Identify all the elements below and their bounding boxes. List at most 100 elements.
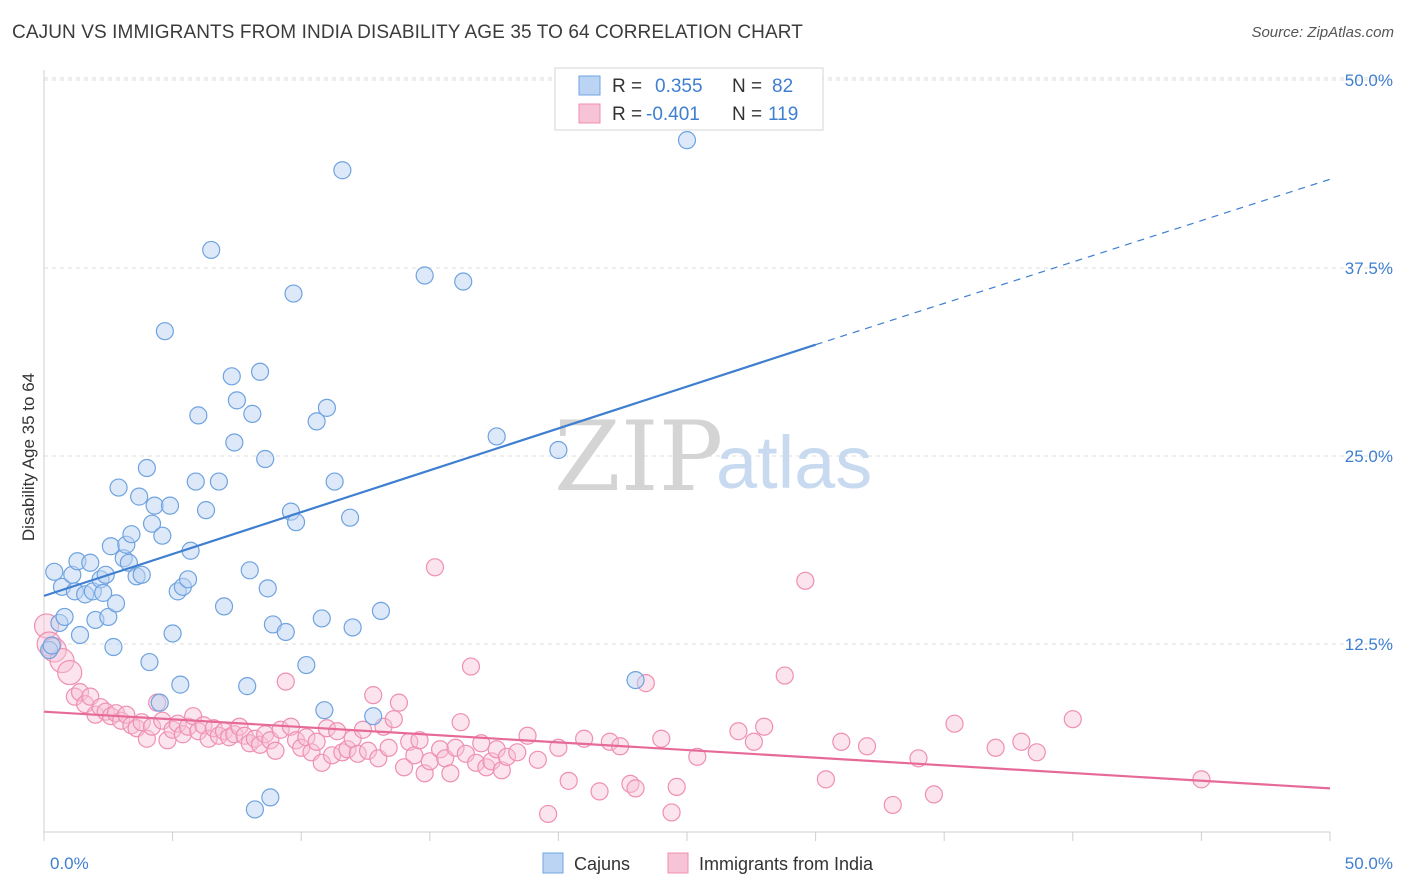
cajun-point <box>153 526 172 545</box>
india-point <box>153 711 172 730</box>
cajun-point <box>70 625 90 645</box>
india-point <box>729 722 748 741</box>
correlation-legend: R = 0.355 N = 82 R = -0.401 N = 119 <box>554 67 824 131</box>
chart-title: CAJUN VS IMMIGRANTS FROM INDIA DISABILIT… <box>12 22 803 43</box>
india-point <box>945 714 964 733</box>
bottom-legend-swatch-india <box>667 852 689 874</box>
india-point <box>348 744 367 763</box>
cajun-point <box>415 266 434 285</box>
cajun-point <box>227 391 246 410</box>
india-point <box>312 753 331 772</box>
india-point <box>688 747 707 766</box>
india-point <box>528 750 547 769</box>
india-point <box>328 722 347 741</box>
cajun-point <box>222 367 241 386</box>
india-point <box>986 738 1005 757</box>
india-point <box>466 753 486 772</box>
y-tick-label: 12.5% <box>1345 635 1393 654</box>
india-point <box>456 744 475 763</box>
india-point <box>178 717 198 736</box>
india-point <box>662 803 681 822</box>
india-point <box>441 764 460 783</box>
cajun-point <box>250 362 270 381</box>
cajun-point <box>240 561 259 580</box>
cajun-point <box>145 496 164 515</box>
cajun-point <box>364 707 383 726</box>
india-point <box>832 732 851 751</box>
legend-r-label: R = <box>612 76 642 97</box>
cajun-point <box>454 272 473 291</box>
watermark-atlas: atlas <box>716 421 872 504</box>
india-point <box>497 747 517 766</box>
india-point <box>626 779 645 798</box>
india-point <box>266 741 285 760</box>
cajun-point <box>343 618 362 637</box>
cajun-point <box>340 508 360 527</box>
cajun-point <box>214 597 234 616</box>
cajun-point <box>307 412 326 431</box>
india-point <box>292 738 311 757</box>
cajun-point <box>104 637 123 657</box>
india-trend-line <box>43 710 1331 790</box>
cajun-point <box>81 553 100 572</box>
cajun-point <box>137 458 156 478</box>
cajun-point <box>276 622 295 642</box>
trend-lines <box>43 178 1331 790</box>
india-point <box>410 731 429 750</box>
watermark-zip: ZIP <box>554 401 723 513</box>
india-point <box>137 729 156 748</box>
india-point <box>276 672 295 691</box>
x-tick-label-right: 50.0% <box>1345 854 1393 873</box>
india-point <box>508 743 527 762</box>
cajun-point <box>142 514 162 533</box>
cajun-point <box>487 427 506 446</box>
india-point <box>652 729 671 748</box>
india-point <box>158 731 177 750</box>
cajuns-trend-line <box>43 343 816 597</box>
india-point <box>405 746 424 765</box>
cajun-point <box>297 655 316 675</box>
legend-r-label: R = <box>612 104 642 125</box>
cajun-point <box>99 607 118 627</box>
legend-n-value: 82 <box>772 76 793 97</box>
series-legend: Cajuns Immigrants from India <box>542 852 874 874</box>
india-point <box>796 571 815 590</box>
source-label: Source: ZipAtlas.com <box>1251 24 1394 41</box>
cajun-point <box>245 800 265 819</box>
cajun-point <box>196 501 216 520</box>
y-tick-label: 37.5% <box>1345 259 1393 278</box>
cajun-point <box>256 449 275 469</box>
cajun-point <box>140 652 159 672</box>
cajun-point <box>243 404 262 423</box>
india-point <box>379 738 398 757</box>
india-point <box>364 686 383 705</box>
india-point <box>420 752 439 771</box>
india-point <box>487 740 506 759</box>
legend-swatch-cajuns <box>578 75 601 96</box>
cajun-point <box>150 693 169 712</box>
cajun-point <box>312 609 331 628</box>
x-tick-label-left: 0.0% <box>50 854 89 873</box>
cajun-point <box>130 487 149 506</box>
legend-n-value: 119 <box>768 104 798 125</box>
india-point <box>322 746 342 765</box>
cajun-point <box>106 594 126 613</box>
india-point <box>667 777 686 796</box>
cajun-point <box>171 675 190 694</box>
x-ticks <box>43 832 1331 841</box>
cajun-point <box>626 670 645 690</box>
cajun-point <box>155 322 174 341</box>
india-point <box>57 659 83 686</box>
bottom-legend-india: Immigrants from India <box>699 854 874 874</box>
cajun-point <box>315 701 334 720</box>
legend-n-label: N = <box>732 104 762 125</box>
cajun-point <box>549 440 568 460</box>
y-tick-label: 25.0% <box>1345 447 1393 466</box>
cajun-point <box>189 406 208 425</box>
india-point <box>117 705 136 724</box>
india-point <box>1012 732 1031 751</box>
india-point <box>430 740 450 759</box>
cajun-point <box>371 601 391 621</box>
cajun-point <box>225 433 244 452</box>
india-point <box>559 771 578 790</box>
